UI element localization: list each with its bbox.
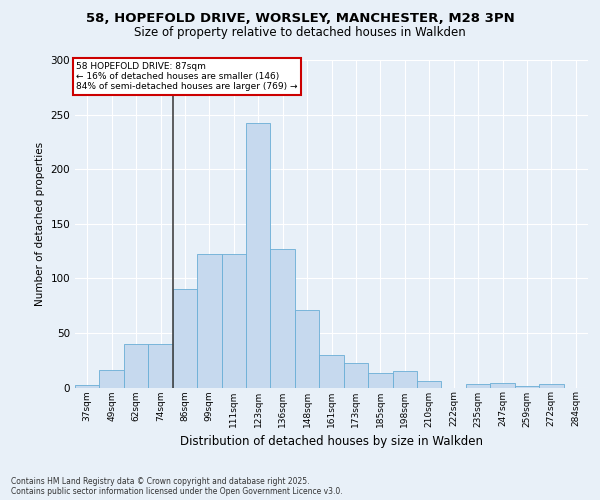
Y-axis label: Number of detached properties: Number of detached properties <box>35 142 45 306</box>
Text: 58 HOPEFOLD DRIVE: 87sqm
← 16% of detached houses are smaller (146)
84% of semi-: 58 HOPEFOLD DRIVE: 87sqm ← 16% of detach… <box>76 62 298 92</box>
Bar <box>392 371 417 388</box>
Bar <box>100 370 124 388</box>
Bar <box>490 383 515 388</box>
Bar <box>319 355 344 388</box>
Bar <box>173 289 197 388</box>
Bar <box>417 381 442 388</box>
Bar <box>148 344 173 388</box>
X-axis label: Distribution of detached houses by size in Walkden: Distribution of detached houses by size … <box>180 435 483 448</box>
Text: Size of property relative to detached houses in Walkden: Size of property relative to detached ho… <box>134 26 466 39</box>
Bar <box>124 344 148 388</box>
Bar <box>515 386 539 388</box>
Bar <box>221 254 246 388</box>
Bar <box>368 374 392 388</box>
Bar <box>271 249 295 388</box>
Bar <box>539 384 563 388</box>
Bar <box>466 384 490 388</box>
Text: 58, HOPEFOLD DRIVE, WORSLEY, MANCHESTER, M28 3PN: 58, HOPEFOLD DRIVE, WORSLEY, MANCHESTER,… <box>86 12 514 24</box>
Bar <box>246 124 271 388</box>
Bar <box>75 386 100 388</box>
Text: Contains HM Land Registry data © Crown copyright and database right 2025.
Contai: Contains HM Land Registry data © Crown c… <box>11 476 343 496</box>
Bar <box>295 310 319 388</box>
Bar <box>344 364 368 388</box>
Bar <box>197 254 221 388</box>
